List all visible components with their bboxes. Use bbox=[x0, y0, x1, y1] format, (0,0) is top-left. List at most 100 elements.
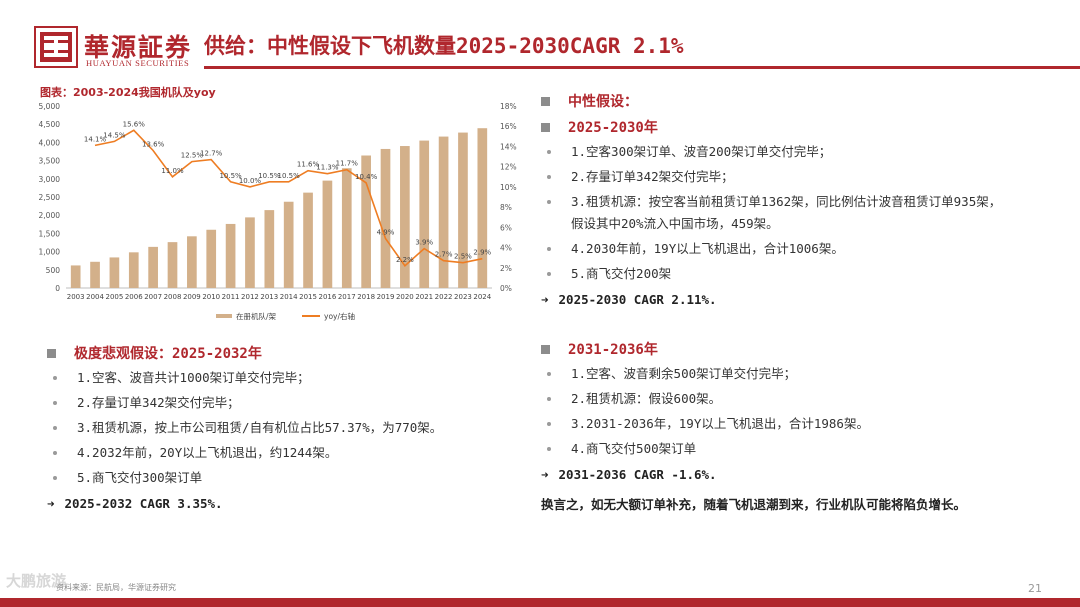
y-left-tick-label: 3,500 bbox=[39, 157, 61, 166]
brand-logo-icon bbox=[34, 26, 78, 68]
x-tick-label: 2003 bbox=[67, 293, 85, 301]
conclusion-text: 换言之，如无大额订单补充，随着飞机退潮到来，行业机队可能将陷负增长。 bbox=[541, 497, 967, 512]
dot-bullet-icon bbox=[547, 447, 551, 451]
dot-bullet-icon bbox=[53, 426, 57, 430]
fleet-bar bbox=[128, 252, 139, 288]
list-item-text: 2.租赁机源：假设600架。 bbox=[571, 391, 722, 406]
yoy-data-label: 4.9% bbox=[377, 228, 395, 236]
yoy-data-label: 13.6% bbox=[142, 140, 165, 148]
neutral-cagr-text: 2025-2030 CAGR 2.11%. bbox=[558, 292, 717, 307]
list-item-text: 2.存量订单342架交付完毕； bbox=[77, 395, 240, 410]
later-period-row: 2031-2036年 bbox=[541, 338, 869, 360]
y-right-tick-label: 12% bbox=[500, 163, 517, 172]
fleet-bar bbox=[283, 201, 294, 288]
yoy-data-label: 14.5% bbox=[103, 131, 126, 139]
list-item: 1.空客、波音共计1000架订单交付完毕； bbox=[47, 367, 442, 389]
fleet-bar bbox=[90, 261, 100, 288]
list-item: 3.2031-2036年，19Y以上飞机退出，合计1986架。 bbox=[541, 413, 869, 435]
fleet-bar bbox=[419, 140, 430, 288]
square-bullet-icon bbox=[541, 122, 550, 132]
chart-caption: 图表：2003-2024我国机队及yoy bbox=[40, 86, 216, 99]
fleet-bar bbox=[245, 217, 255, 288]
yoy-data-label: 10.5% bbox=[219, 172, 242, 180]
list-item-text: 5.商飞交付200架 bbox=[571, 266, 672, 281]
fleet-bar bbox=[70, 265, 81, 288]
y-left-tick-label: 4,500 bbox=[39, 120, 61, 129]
page-number: 21 bbox=[1028, 582, 1042, 595]
x-tick-label: 2004 bbox=[86, 293, 104, 301]
yoy-data-label: 12.7% bbox=[200, 150, 223, 158]
y-left-tick-label: 1,000 bbox=[39, 248, 61, 257]
list-item: 4.商飞交付500架订单 bbox=[541, 438, 869, 460]
y-right-tick-label: 4% bbox=[500, 244, 512, 253]
y-left-tick-label: 5,000 bbox=[39, 102, 61, 111]
x-tick-label: 2017 bbox=[338, 293, 356, 301]
dot-bullet-icon bbox=[53, 451, 57, 455]
fleet-bar bbox=[167, 242, 178, 288]
yoy-data-label: 11.6% bbox=[297, 161, 320, 169]
x-tick-label: 2021 bbox=[415, 293, 433, 301]
dot-bullet-icon bbox=[547, 397, 551, 401]
fleet-bar bbox=[148, 246, 158, 288]
x-tick-label: 2014 bbox=[280, 293, 298, 301]
x-tick-label: 2006 bbox=[125, 293, 143, 301]
neutral-label-row: 中性假设： bbox=[541, 90, 1011, 112]
arrow-right-icon: ➜ bbox=[47, 496, 55, 511]
square-bullet-icon bbox=[541, 344, 550, 354]
later-scenario: 2031-2036年 1.空客、波音剩余500架订单交付完毕； 2.租赁机源：假… bbox=[541, 338, 869, 486]
fleet-bar bbox=[380, 148, 391, 288]
page-title: 供给：中性假设下飞机数量2025-2030CAGR 2.1% bbox=[204, 34, 684, 58]
square-bullet-icon bbox=[541, 96, 550, 106]
footer-bar bbox=[0, 598, 1080, 607]
yoy-data-label: 10.5% bbox=[278, 172, 301, 180]
dot-bullet-icon bbox=[53, 476, 57, 480]
dot-bullet-icon bbox=[53, 376, 57, 380]
x-tick-label: 2011 bbox=[222, 293, 240, 301]
x-tick-label: 2016 bbox=[318, 293, 336, 301]
dot-bullet-icon bbox=[53, 401, 57, 405]
y-right-tick-label: 0% bbox=[500, 284, 512, 293]
list-item: 5.商飞交付200架 bbox=[541, 263, 1011, 285]
yoy-data-label: 10.5% bbox=[258, 172, 281, 180]
neutral-cagr: ➜ 2025-2030 CAGR 2.11%. bbox=[541, 289, 1011, 311]
watermark: 大鹏旅游 bbox=[6, 572, 67, 590]
brand-name: 華源証券 bbox=[84, 33, 193, 62]
dot-bullet-icon bbox=[547, 200, 551, 204]
fleet-bar bbox=[264, 210, 275, 288]
yoy-data-label: 2.5% bbox=[454, 253, 472, 261]
list-item: 2.存量订单342架交付完毕； bbox=[541, 166, 1011, 188]
list-item: 2.租赁机源：假设600架。 bbox=[541, 388, 869, 410]
y-right-tick-label: 18% bbox=[500, 102, 517, 111]
list-item-text: 4.2030年前，19Y以上飞机退出，合计1006架。 bbox=[571, 241, 844, 256]
list-item: 1.空客、波音剩余500架订单交付完毕； bbox=[541, 363, 869, 385]
x-tick-label: 2023 bbox=[454, 293, 472, 301]
list-item-text: 1.空客300架订单、波音200架订单交付完毕； bbox=[571, 144, 832, 159]
later-period: 2031-2036年 bbox=[568, 342, 658, 358]
list-item: 2.存量订单342架交付完毕； bbox=[47, 392, 442, 414]
x-tick-label: 2012 bbox=[241, 293, 259, 301]
dot-bullet-icon bbox=[547, 272, 551, 276]
list-item-text: 3.2031-2036年，19Y以上飞机退出，合计1986架。 bbox=[571, 416, 869, 431]
legend-bar-swatch bbox=[216, 314, 232, 318]
dot-bullet-icon bbox=[547, 372, 551, 376]
yoy-data-label: 2.2% bbox=[396, 256, 414, 264]
yoy-data-label: 15.6% bbox=[123, 120, 146, 128]
arrow-right-icon: ➜ bbox=[541, 292, 549, 307]
yoy-data-label: 2.7% bbox=[435, 251, 453, 259]
legend-bar-label: 在册机队/架 bbox=[236, 311, 277, 321]
y-left-tick-label: 0 bbox=[55, 284, 60, 293]
pessimistic-scenario: 极度悲观假设：2025-2032年 1.空客、波音共计1000架订单交付完毕； … bbox=[47, 342, 442, 515]
list-item: 1.空客300架订单、波音200架订单交付完毕； bbox=[541, 141, 1011, 163]
fleet-bar bbox=[206, 229, 217, 288]
fleet-bar bbox=[322, 180, 333, 288]
pessimistic-label: 极度悲观假设：2025-2032年 bbox=[74, 346, 262, 362]
brand-name-en: HUAYUAN SECURITIES bbox=[86, 58, 190, 68]
list-item-text: 1.空客、波音剩余500架订单交付完毕； bbox=[571, 366, 797, 381]
fleet-bar bbox=[477, 128, 488, 288]
x-tick-label: 2015 bbox=[299, 293, 317, 301]
y-left-tick-label: 500 bbox=[46, 266, 61, 275]
list-item-text: 3.租赁机源，按上市公司租赁/自有机位占比57.37%，为770架。 bbox=[77, 420, 443, 435]
dot-bullet-icon bbox=[547, 247, 551, 251]
list-item-text: 2.存量订单342架交付完毕； bbox=[571, 169, 734, 184]
yoy-data-label: 10.0% bbox=[239, 177, 262, 185]
